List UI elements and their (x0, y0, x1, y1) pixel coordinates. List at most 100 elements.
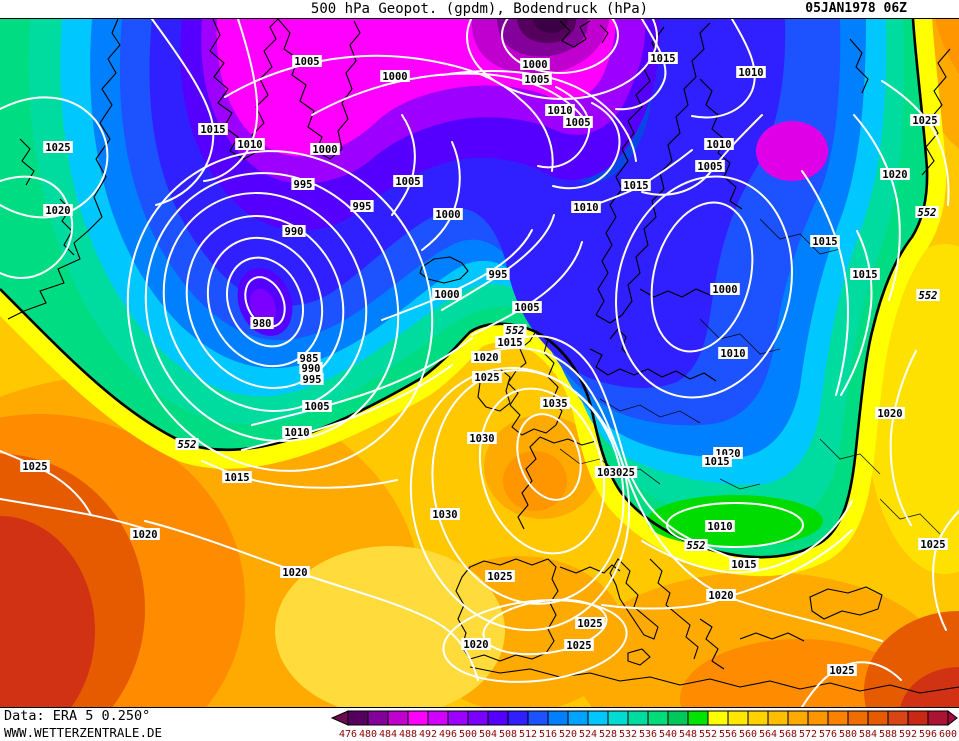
pressure-label: 1025 (485, 570, 515, 583)
colorbar-segment (587, 710, 609, 726)
pressure-label: 1005 (695, 160, 725, 173)
pressure-label: 995 (486, 268, 510, 281)
pressure-label: 1005 (522, 73, 552, 86)
svg-text:552: 552 (919, 290, 938, 302)
svg-text:990: 990 (285, 226, 304, 238)
colorbar-tick: 536 (639, 729, 657, 740)
svg-text:1020: 1020 (463, 639, 488, 651)
footer: Data: ERA 5 0.250° WWW.WETTERZENTRALE.DE… (0, 708, 959, 741)
colorbar-segment (727, 710, 749, 726)
pressure-label: 1010 (718, 347, 748, 360)
colorbar-segment (467, 710, 489, 726)
colorbar-segment (607, 710, 629, 726)
colorbar-tick: 552 (699, 729, 717, 740)
map-area: 1025 1020 1015 1010 1000 995 995 990 1005 1000 100… (0, 18, 959, 708)
pressure-label: 1000 (380, 70, 410, 83)
svg-text:552: 552 (178, 439, 197, 451)
pressure-label: 1030 (467, 432, 497, 445)
colorbar-segment (867, 710, 889, 726)
colorbar-tick: 520 (559, 729, 577, 740)
svg-text:1025: 1025 (577, 618, 602, 630)
svg-text:990: 990 (302, 363, 321, 375)
svg-text:1025: 1025 (829, 665, 854, 677)
colorbar-tick: 512 (519, 729, 537, 740)
svg-text:1000: 1000 (522, 59, 547, 71)
colorbar-tick: 580 (839, 729, 857, 740)
colorbar-segment (527, 710, 549, 726)
colorbar-segment (827, 710, 849, 726)
colorbar-tick: 500 (459, 729, 477, 740)
svg-text:1005: 1005 (524, 74, 549, 86)
svg-text:1020: 1020 (132, 529, 157, 541)
pressure-label: 1030 (430, 508, 460, 521)
geopotential-label: 552 (916, 289, 940, 302)
svg-text:980: 980 (253, 318, 272, 330)
pressure-label: 1025 (20, 460, 50, 473)
pressure-label: 1000 (432, 288, 462, 301)
svg-text:552: 552 (506, 325, 525, 337)
svg-text:1020: 1020 (708, 590, 733, 602)
svg-text:1025: 1025 (474, 372, 499, 384)
colorbar-tick: 548 (679, 729, 697, 740)
colorbar-segment (747, 710, 769, 726)
pressure-label: 1020 (875, 407, 905, 420)
svg-text:1015: 1015 (650, 53, 675, 65)
svg-text:1020: 1020 (473, 352, 498, 364)
svg-text:995: 995 (294, 179, 313, 191)
svg-text:1025: 1025 (22, 461, 47, 473)
colorbar-segment (407, 710, 429, 726)
pressure-label: 1010 (571, 201, 601, 214)
pressure-label: 1020 (471, 351, 501, 364)
colorbar-tick: 540 (659, 729, 677, 740)
pressure-label: 1025 (575, 617, 605, 630)
colorbar-tick: 588 (879, 729, 897, 740)
svg-text:1010: 1010 (720, 348, 745, 360)
pressure-label: 1020 (130, 528, 160, 541)
svg-text:1025: 1025 (912, 115, 937, 127)
colorbar-right-arrow (947, 710, 958, 727)
colorbar-tick: 484 (379, 729, 397, 740)
svg-text:1030: 1030 (469, 433, 494, 445)
colorbar-segment (447, 710, 469, 726)
pressure-label: 1015 (621, 179, 651, 192)
pressure-label: 1015 (810, 235, 840, 248)
svg-text:1000: 1000 (382, 71, 407, 83)
pressure-label: 1015 (222, 471, 252, 484)
pressure-label: 1005 (292, 55, 322, 68)
pressure-label: 1020 (280, 566, 310, 579)
svg-text:1020: 1020 (882, 169, 907, 181)
pressure-label: 1025 (918, 538, 948, 551)
colorbar-tick: 572 (799, 729, 817, 740)
pressure-label: 990 (299, 362, 323, 375)
colorbar-segment (767, 710, 789, 726)
svg-text:1000: 1000 (312, 144, 337, 156)
svg-text:1010: 1010 (707, 521, 732, 533)
geopotential-label: 552 (503, 324, 527, 337)
pressure-label: 990 (282, 225, 306, 238)
pressure-label: 1025 (472, 371, 502, 384)
map-datetime: 05JAN1978 06Z (805, 1, 907, 16)
svg-text:995: 995 (489, 269, 508, 281)
pressure-label: 1020 (880, 168, 910, 181)
pressure-label: 1035 (540, 397, 570, 410)
svg-text:1015: 1015 (497, 337, 522, 349)
pressure-label: 1005 (512, 301, 542, 314)
colorbar: 476 480 484 488 492 496 500 504 508 512 516 520 524 5… (330, 710, 958, 740)
map-title: 500 hPa Geopot. (gpdm), Bodendruck (hPa) (310, 1, 649, 17)
svg-text:995: 995 (303, 374, 322, 386)
pressure-label: 1010 (736, 66, 766, 79)
colorbar-tick: 564 (759, 729, 777, 740)
geopotential-label: 552 (175, 438, 199, 451)
svg-text:1015: 1015 (731, 559, 756, 571)
svg-text:1005: 1005 (395, 176, 420, 188)
svg-text:103025: 103025 (597, 467, 635, 479)
svg-text:552: 552 (687, 540, 706, 552)
colorbar-tick: 596 (919, 729, 937, 740)
pressure-label: 1000 (710, 283, 740, 296)
pressure-label: 1010 (705, 520, 735, 533)
svg-text:1010: 1010 (547, 105, 572, 117)
colorbar-segment (567, 710, 589, 726)
colorbar-segment (507, 710, 529, 726)
colorbar-tick: 476 (339, 729, 357, 740)
colorbar-tick: 584 (859, 729, 877, 740)
